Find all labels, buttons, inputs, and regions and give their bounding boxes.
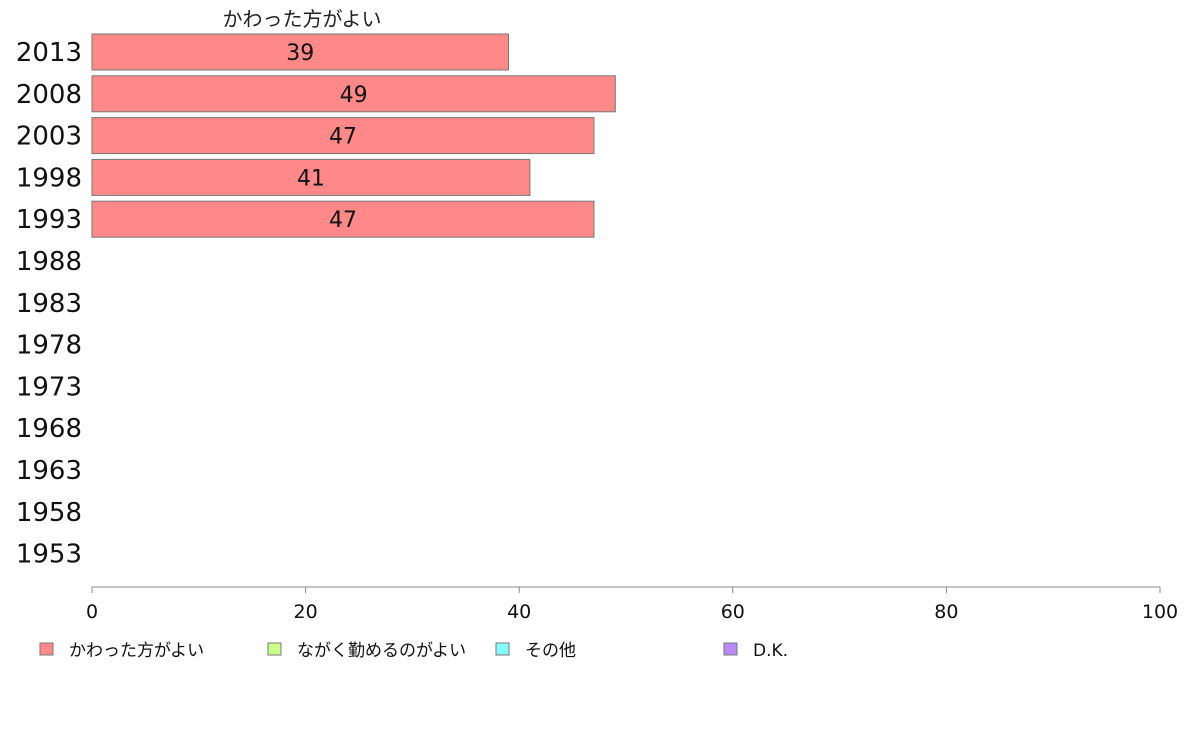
legend-swatch	[723, 642, 738, 656]
bar	[91, 33, 510, 71]
legend-swatch	[495, 642, 510, 656]
y-tick-label: 2013	[16, 38, 82, 68]
x-tick-label: 60	[721, 601, 745, 623]
series-title: かわった方がよい	[223, 7, 382, 31]
x-tick-label: 40	[507, 601, 531, 623]
data-label: 47	[329, 125, 357, 150]
x-axis: 0 20 40 60 80 100	[86, 586, 1178, 623]
y-tick-label: 1978	[16, 331, 82, 361]
data-label: 47	[329, 208, 357, 233]
data-label: 49	[340, 83, 368, 108]
x-tick-label: 100	[1142, 601, 1178, 623]
data-label: 41	[297, 166, 325, 191]
y-tick-label: 1953	[16, 540, 82, 570]
legend: かわった方がよい ながく勤めるのがよい その他 D.K.	[39, 641, 788, 661]
y-tick-label: 1998	[16, 163, 82, 193]
legend-label: その他	[525, 641, 576, 661]
y-tick-label: 1993	[16, 205, 82, 235]
y-axis-labels: 2013 2008 2003 1998 1993 1988 1983 1978 1973 1968…	[16, 38, 82, 570]
bar	[91, 158, 531, 196]
x-tick-label: 20	[294, 601, 318, 623]
y-tick-label: 1968	[16, 414, 82, 444]
y-tick-label: 1988	[16, 247, 82, 277]
bar	[91, 117, 595, 155]
y-tick-label: 1983	[16, 289, 82, 319]
legend-swatch	[39, 642, 54, 656]
legend-label: D.K.	[753, 641, 788, 661]
bar	[91, 75, 616, 113]
y-tick-label: 2003	[16, 122, 82, 152]
y-tick-label: 1973	[16, 372, 82, 402]
legend-label: かわった方がよい	[69, 641, 204, 661]
y-tick-label: 1958	[16, 498, 82, 528]
x-tick-label: 80	[934, 601, 958, 623]
y-tick-label: 2008	[16, 80, 82, 110]
bar	[91, 200, 595, 238]
x-tick-label: 0	[86, 601, 98, 623]
y-tick-label: 1963	[16, 456, 82, 486]
data-label: 39	[286, 41, 314, 66]
legend-label: ながく勤めるのがよい	[297, 641, 466, 661]
legend-swatch	[267, 642, 282, 656]
